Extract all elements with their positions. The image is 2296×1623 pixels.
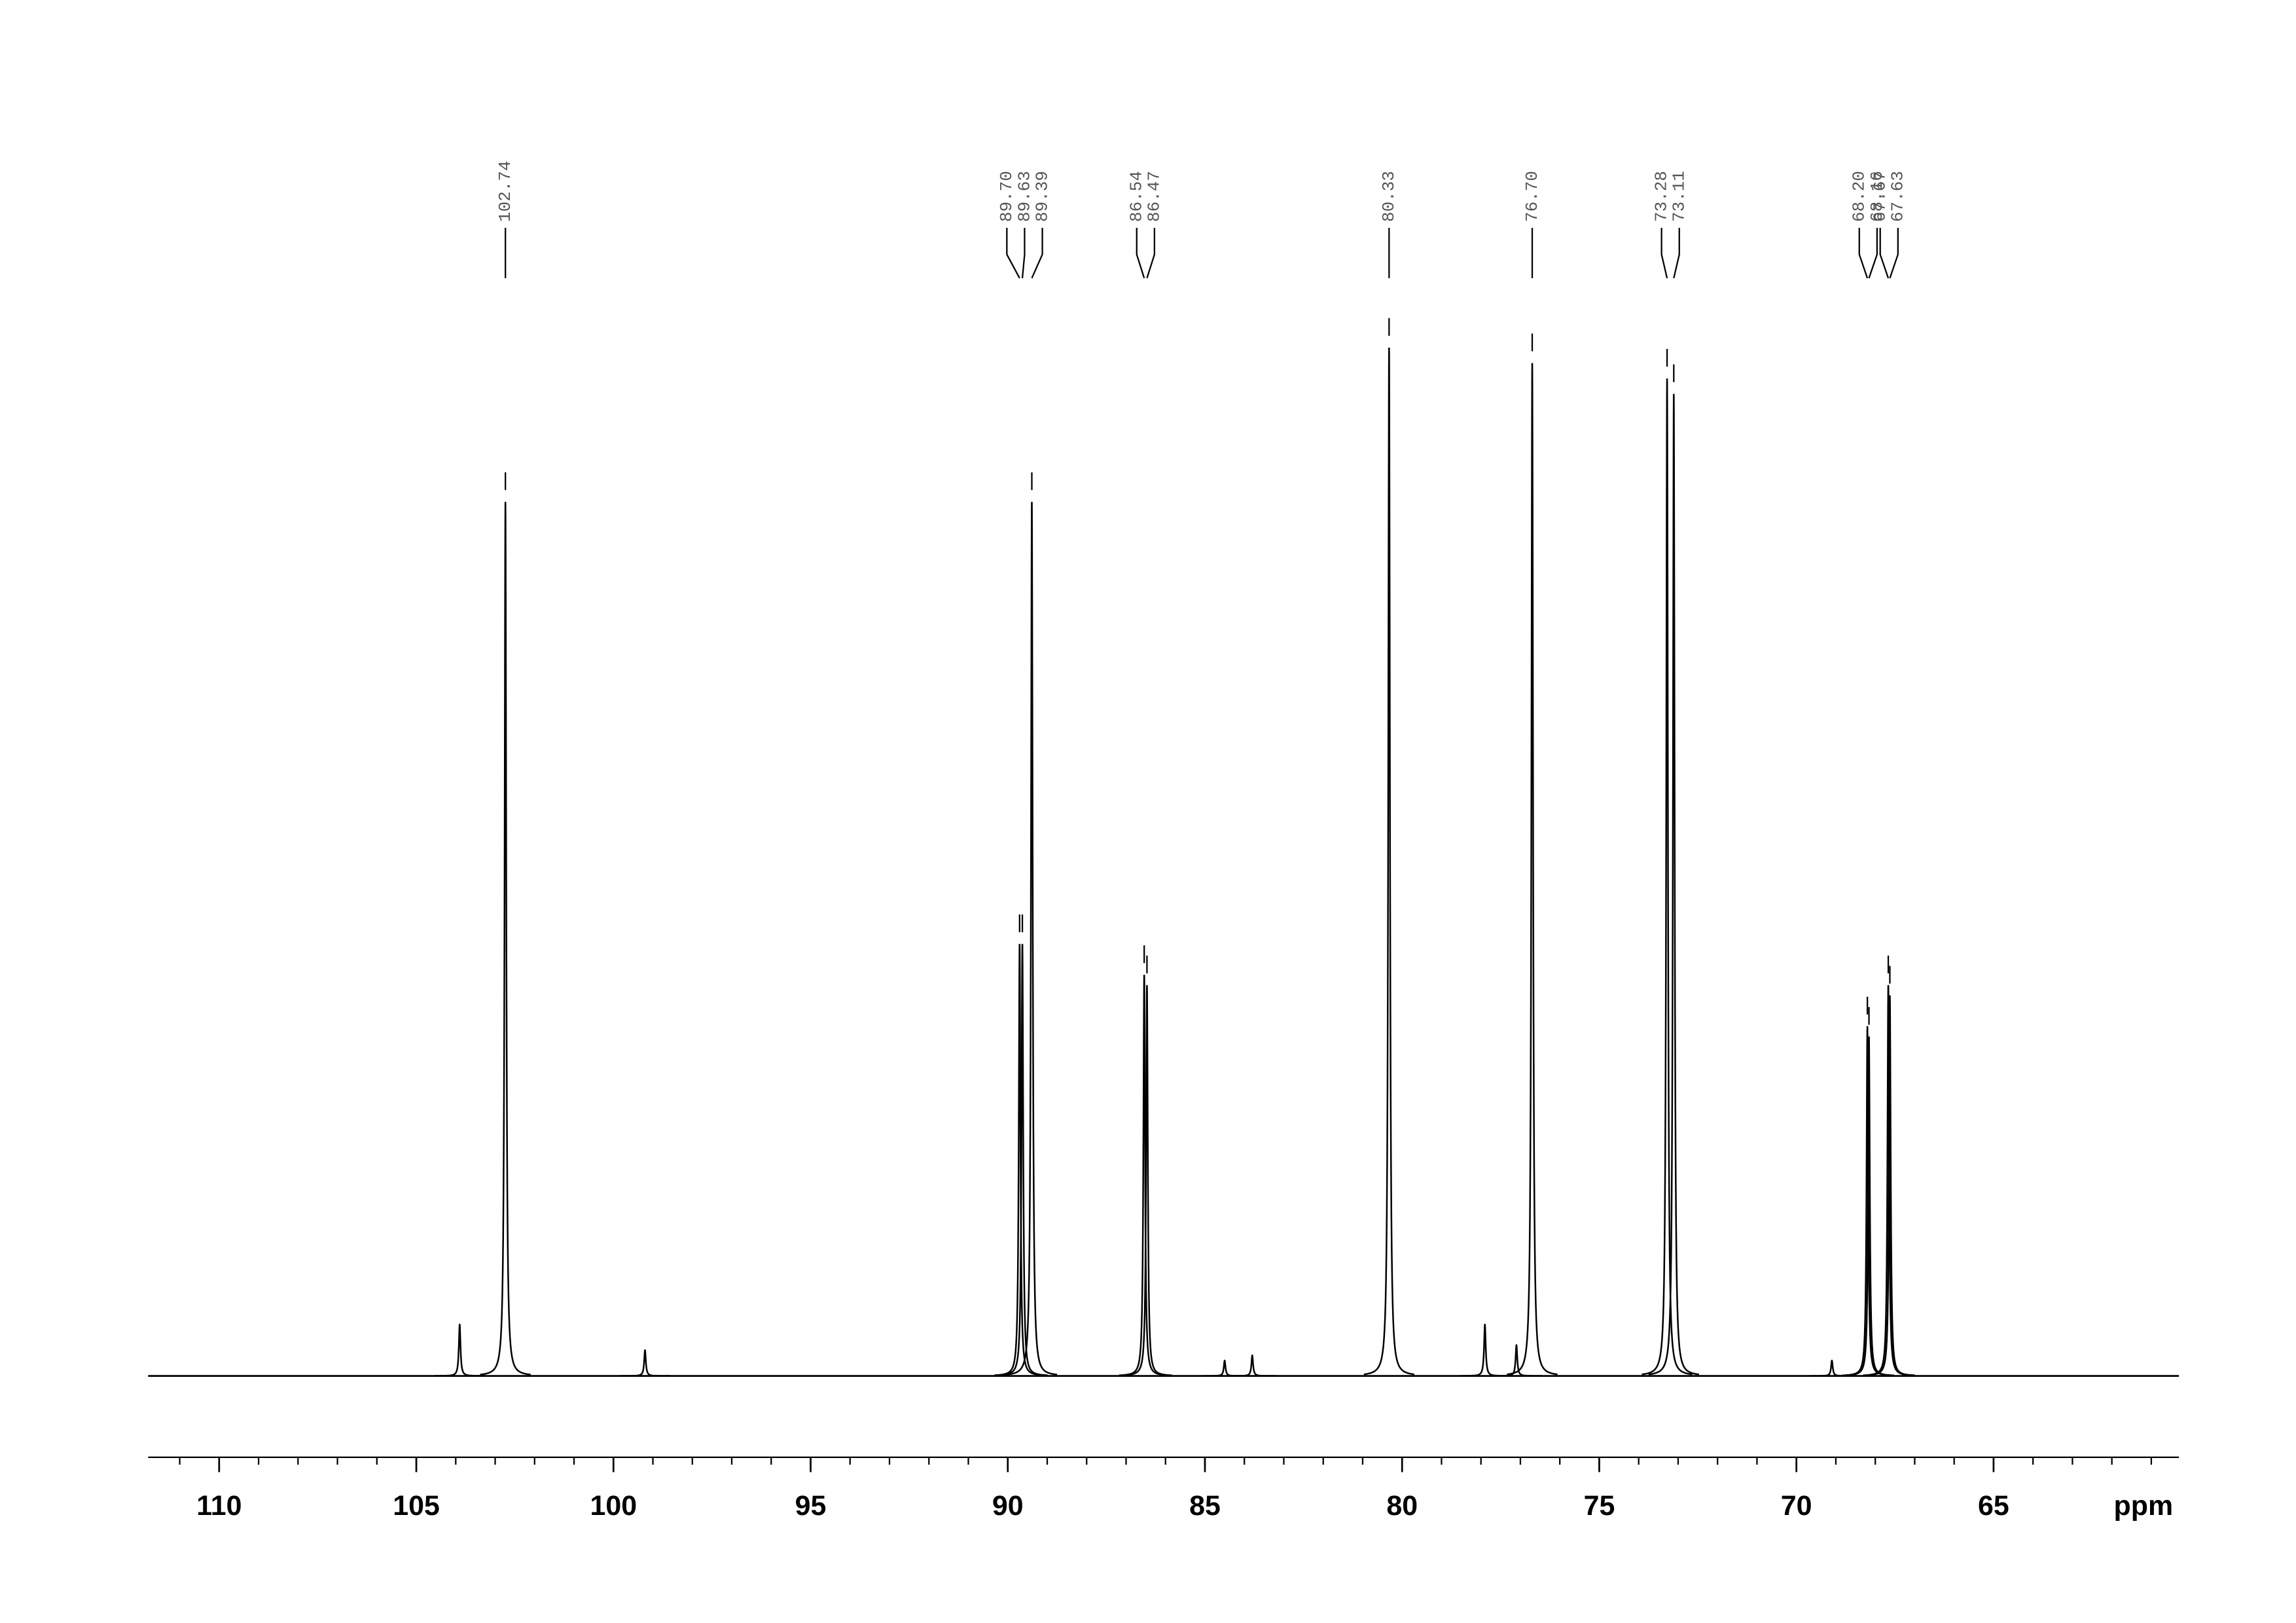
x-tick-label: 95: [795, 1490, 827, 1522]
peak-label: 89.70: [997, 171, 1016, 222]
peak-label: 89.63: [1014, 171, 1034, 222]
peak-leader: [1006, 228, 1020, 279]
x-tick-label: 70: [1781, 1490, 1812, 1522]
peak-label: 86.54: [1127, 171, 1147, 222]
peak-leader: [1889, 228, 1899, 279]
peak-label: 67.63: [1888, 171, 1908, 222]
peak-label: 68.20: [1850, 171, 1869, 222]
peak: [994, 943, 1045, 1376]
x-tick-label: 100: [590, 1490, 637, 1522]
peak: [1843, 1036, 1895, 1377]
peak-leader: [1021, 228, 1026, 278]
x-tick-label: 105: [393, 1490, 440, 1522]
peak-label: 80.33: [1379, 171, 1399, 222]
peak: [1363, 347, 1415, 1376]
peak-label: 86.47: [1145, 171, 1164, 222]
x-tick-label: 75: [1584, 1490, 1615, 1522]
peak: [1507, 363, 1558, 1376]
peak-label: 102.74: [495, 160, 515, 222]
peak: [1648, 393, 1700, 1376]
peak-label: 67.67: [1871, 171, 1890, 222]
peak: [1491, 1343, 1542, 1377]
peak: [1460, 1323, 1511, 1377]
x-tick-label: 65: [1978, 1490, 2009, 1522]
peak-label: 73.11: [1670, 171, 1689, 222]
peak-leader: [1136, 228, 1145, 279]
peak-label: 76.70: [1522, 171, 1542, 222]
peak: [1864, 995, 1916, 1376]
x-tick-label: 90: [992, 1490, 1024, 1522]
peak: [1121, 985, 1173, 1376]
peak: [480, 501, 531, 1376]
peak-leader: [1868, 228, 1878, 279]
x-tick-label: 110: [196, 1490, 242, 1522]
peak: [1119, 974, 1170, 1376]
peak-label: 68.16: [1867, 171, 1887, 222]
peak-label: 73.28: [1651, 171, 1671, 222]
x-tick-label: 85: [1189, 1490, 1221, 1522]
x-axis-label: ppm: [2114, 1490, 2174, 1522]
peak-leader: [1879, 228, 1890, 279]
peak: [1199, 1359, 1250, 1377]
peak: [1006, 501, 1058, 1376]
peak: [997, 943, 1048, 1376]
peak-leader: [1673, 228, 1680, 279]
peak: [619, 1349, 671, 1377]
x-tick-label: 80: [1386, 1490, 1418, 1522]
peak: [1641, 378, 1693, 1376]
peak: [434, 1323, 485, 1377]
peak-label: 89.39: [1032, 171, 1052, 222]
peak-leader: [1146, 228, 1156, 279]
peak: [1227, 1354, 1278, 1377]
peak: [1806, 1359, 1857, 1377]
peak-leader: [1660, 228, 1668, 279]
peak-leader: [1031, 228, 1043, 279]
peak-leader: [1858, 228, 1869, 279]
